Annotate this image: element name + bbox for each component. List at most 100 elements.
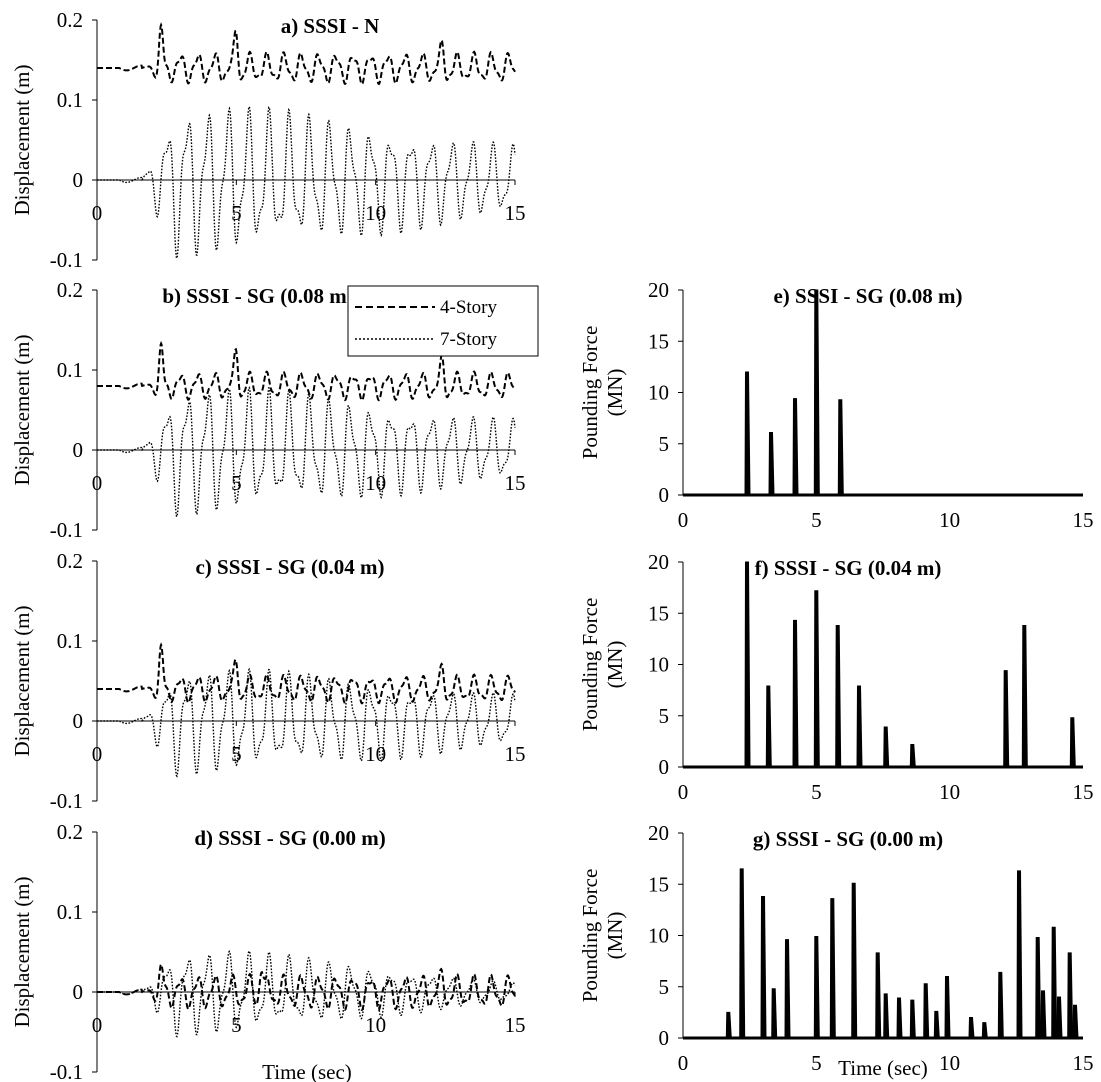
x-tick-label: 15 — [1073, 780, 1094, 804]
y-tick-label: 0 — [73, 709, 84, 733]
y-tick-label: 5 — [659, 432, 670, 456]
x-tick-label: 0 — [92, 201, 103, 225]
legend: 4-Story 7-Story — [347, 285, 539, 357]
force-spike — [739, 868, 746, 1039]
x-axis-label: Time (sec) — [838, 1056, 928, 1080]
force-spike — [981, 1022, 988, 1039]
y-tick-label: 0 — [659, 1026, 670, 1050]
y-axis-label: Displacement (m) — [10, 64, 34, 215]
panel-b: -0.1 0 0.1 0.2 0 5 10 15 Displacement (m) b) SSSI… — [10, 278, 526, 542]
force-spike — [837, 399, 844, 496]
x-tick-label: 5 — [811, 508, 822, 532]
y-tick-label: 0.2 — [57, 820, 83, 844]
series-line-4-story — [97, 642, 516, 705]
y-tick-label: -0.1 — [50, 789, 83, 813]
y-tick-label: 0 — [73, 168, 84, 192]
x-tick-label: 15 — [505, 1013, 526, 1037]
x-tick-label: 0 — [678, 1051, 689, 1075]
x-tick-label: 15 — [505, 201, 526, 225]
x-tick-label: 5 — [231, 201, 242, 225]
y-tick-label: 0 — [659, 483, 670, 507]
force-spike — [771, 988, 778, 1039]
y-tick-label: 20 — [648, 278, 669, 302]
force-spike — [883, 726, 890, 768]
x-tick-label: 0 — [92, 1013, 103, 1037]
x-tick-label: 10 — [365, 1013, 386, 1037]
force-spike — [765, 685, 772, 768]
series-line-7-story — [97, 668, 516, 778]
force-spike — [792, 619, 799, 768]
force-spike — [1069, 717, 1076, 768]
series-line-7-story — [97, 950, 516, 1038]
x-tick-label: 0 — [678, 508, 689, 532]
x-axis-label: Time (sec) — [262, 1060, 352, 1082]
force-spike — [813, 936, 820, 1039]
force-spike — [1035, 937, 1042, 1039]
x-tick-label: 5 — [231, 1013, 242, 1037]
y-tick-label: 0 — [73, 438, 84, 462]
y-tick-label: 5 — [659, 975, 670, 999]
force-spike — [725, 1011, 732, 1039]
x-tick-label: 5 — [231, 471, 242, 495]
y-tick-label: 20 — [648, 821, 669, 845]
x-tick-label: 0 — [92, 471, 103, 495]
series-line-4-story — [97, 340, 516, 402]
force-spike — [968, 1017, 975, 1039]
force-spike — [744, 561, 751, 768]
legend-box — [347, 285, 539, 357]
force-spike — [896, 997, 903, 1039]
force-spike — [1056, 996, 1063, 1039]
y-tick-label: -0.1 — [50, 248, 83, 272]
x-tick-label: 5 — [811, 780, 822, 804]
force-spike — [1003, 670, 1010, 768]
force-spike — [768, 432, 775, 496]
legend-label-4-story: 4-Story — [440, 297, 498, 318]
y-tick-label: 0 — [659, 755, 670, 779]
y-tick-label: 0 — [73, 980, 84, 1004]
y-tick-label: 10 — [648, 381, 669, 405]
y-tick-label: -0.1 — [50, 1060, 83, 1082]
y-tick-label: 0.2 — [57, 278, 83, 302]
force-spike — [784, 939, 791, 1039]
y-axis-label-unit: (MN) — [603, 369, 627, 417]
panel-title: f) SSSI - SG (0.04 m) — [755, 556, 942, 580]
y-tick-label: 5 — [659, 704, 670, 728]
x-tick-label: 15 — [505, 742, 526, 766]
y-tick-label: 0.2 — [57, 8, 83, 32]
y-tick-label: 10 — [648, 653, 669, 677]
panel-g: 0 5 10 15 20 0 5 10 15 Pounding Force (MN) Time (se… — [578, 821, 1094, 1080]
y-axis-label-unit: (MN) — [603, 641, 627, 689]
force-spike — [923, 983, 930, 1039]
force-spike — [744, 371, 751, 496]
force-spike — [829, 898, 836, 1039]
panel-title: d) SSSI - SG (0.00 m) — [194, 826, 385, 850]
y-axis-label-unit: (MN) — [603, 912, 627, 960]
y-tick-label: 10 — [648, 924, 669, 948]
force-spike — [1016, 870, 1023, 1039]
force-spike — [997, 971, 1004, 1039]
force-spike — [856, 685, 863, 768]
x-tick-label: 10 — [939, 1051, 960, 1075]
series-line-4-story — [97, 22, 516, 86]
force-spike — [909, 744, 916, 768]
y-tick-label: -0.1 — [50, 518, 83, 542]
force-spike — [760, 896, 767, 1039]
y-tick-label: 0.2 — [57, 549, 83, 573]
force-spike — [944, 976, 951, 1039]
force-spike — [813, 289, 820, 496]
x-tick-label: 10 — [365, 471, 386, 495]
x-tick-label: 0 — [678, 780, 689, 804]
force-spike — [933, 1010, 940, 1039]
panel-d: -0.1 0 0.1 0.2 0 5 10 15 Displacement (m) Time (s… — [10, 820, 526, 1082]
y-axis-label: Displacement (m) — [10, 876, 34, 1027]
force-spike — [851, 882, 858, 1039]
force-spike — [1067, 952, 1074, 1039]
y-axis-label: Pounding Force — [578, 598, 602, 732]
force-spike — [1040, 990, 1047, 1039]
y-tick-label: 20 — [648, 550, 669, 574]
y-axis-label: Pounding Force — [578, 869, 602, 1003]
x-tick-label: 15 — [1073, 508, 1094, 532]
y-axis-label: Displacement (m) — [10, 605, 34, 756]
